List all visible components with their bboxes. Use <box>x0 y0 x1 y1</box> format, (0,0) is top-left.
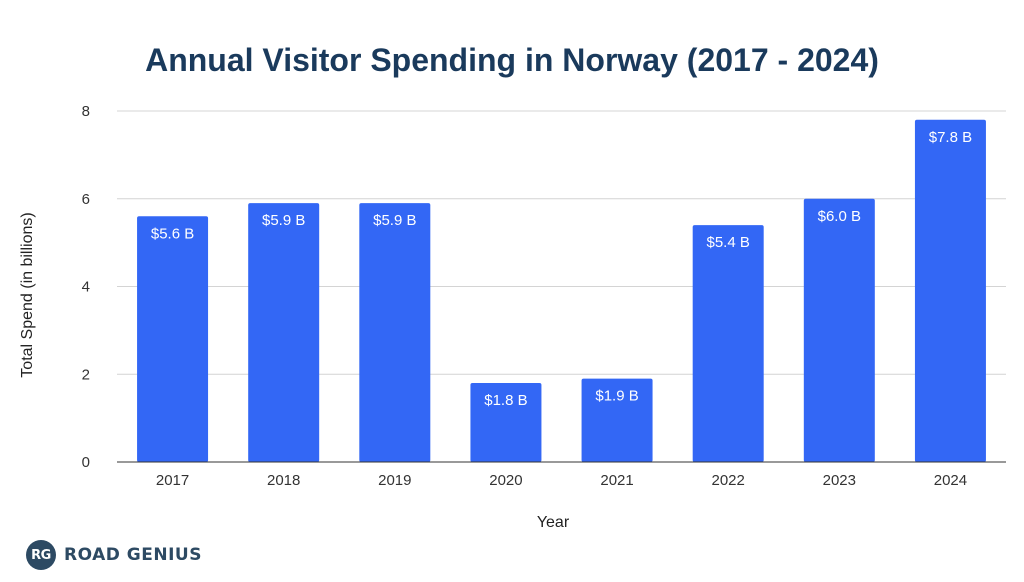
y-axis-title: Total Spend (in billions) <box>19 212 36 377</box>
y-tick-label: 2 <box>82 366 90 383</box>
y-axis-ticks: 0 2 4 6 8 <box>82 103 90 471</box>
y-tick-label: 8 <box>82 103 90 120</box>
bar-value-label: $6.0 B <box>818 208 861 225</box>
x-tick-label: 2019 <box>378 472 411 489</box>
bar-value-label: $1.8 B <box>484 392 527 409</box>
x-tick-label: 2020 <box>489 472 522 489</box>
bar-value-label: $5.9 B <box>373 212 416 229</box>
bar-2022 <box>692 225 764 462</box>
x-axis-ticks: 2017 2018 2019 2020 2021 2022 2023 2024 <box>156 472 967 489</box>
x-tick-label: 2024 <box>934 472 967 489</box>
bar-value-label: $1.9 B <box>595 388 638 405</box>
bars: $5.6 B $5.9 B $5.9 B $1.8 B $1.9 B $5.4 B $6.0… <box>137 119 986 463</box>
x-tick-label: 2021 <box>600 472 633 489</box>
bar-2020 <box>470 383 542 462</box>
x-tick-label: 2022 <box>712 472 745 489</box>
y-tick-label: 4 <box>82 279 90 296</box>
bar-2019 <box>359 203 431 462</box>
chart-title: Annual Visitor Spending in Norway (2017 … <box>145 42 879 78</box>
brand-name: ROAD GENIUS <box>64 545 202 565</box>
bar-2024 <box>914 119 986 463</box>
bar-value-label: $5.4 B <box>707 234 750 251</box>
x-tick-label: 2017 <box>156 472 189 489</box>
bar-2021 <box>581 378 653 462</box>
bar-2023 <box>803 198 875 462</box>
x-tick-label: 2023 <box>823 472 856 489</box>
rg-logo-icon: RG <box>26 540 56 570</box>
x-axis-title: Year <box>537 514 570 531</box>
y-tick-label: 0 <box>82 454 90 471</box>
brand-logo: RG ROAD GENIUS <box>26 539 202 571</box>
bar-2017 <box>137 216 209 462</box>
y-tick-label: 6 <box>82 191 90 208</box>
x-tick-label: 2018 <box>267 472 300 489</box>
bar-value-label: $5.9 B <box>262 212 305 229</box>
bar-value-label: $5.6 B <box>151 225 194 242</box>
bar-value-label: $7.8 B <box>929 129 972 146</box>
bar-2018 <box>248 203 320 462</box>
